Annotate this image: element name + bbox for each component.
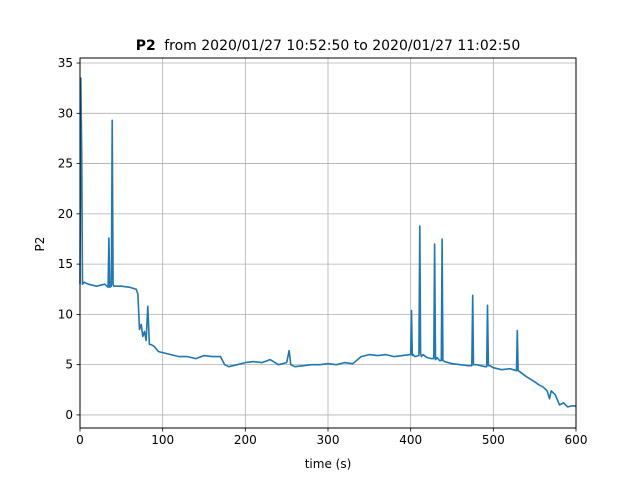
axis-ticks: 0 100 200 300 400 500 600 0 5 10 15 20 25 30 35 — [58, 56, 588, 447]
series-line-p2 — [79, 77, 576, 408]
plot-area — [79, 77, 576, 408]
x-tick-label: 100 — [151, 433, 174, 447]
x-tick-label: 300 — [317, 433, 340, 447]
y-tick-label: 35 — [58, 56, 73, 70]
x-axis-label: time (s) — [305, 457, 352, 471]
y-tick-label: 20 — [58, 207, 73, 221]
y-tick-label: 30 — [58, 106, 73, 120]
y-tick-label: 25 — [58, 157, 73, 171]
x-tick-label: 200 — [234, 433, 257, 447]
x-tick-label: 0 — [76, 433, 84, 447]
y-tick-label: 0 — [65, 408, 73, 422]
x-tick-label: 600 — [565, 433, 588, 447]
y-axis-label: P2 — [33, 237, 47, 252]
chart-title: P2 from 2020/01/27 10:52:50 to 2020/01/2… — [136, 38, 521, 54]
chart-title-bold: P2 — [136, 38, 156, 54]
y-tick-label: 15 — [58, 257, 73, 271]
x-tick-label: 500 — [482, 433, 505, 447]
y-tick-label: 5 — [65, 358, 73, 372]
y-tick-label: 10 — [58, 307, 73, 321]
chart-title-rest: from 2020/01/27 10:52:50 to 2020/01/27 1… — [164, 38, 520, 54]
x-tick-label: 400 — [399, 433, 422, 447]
grid-lines — [79, 58, 577, 428]
